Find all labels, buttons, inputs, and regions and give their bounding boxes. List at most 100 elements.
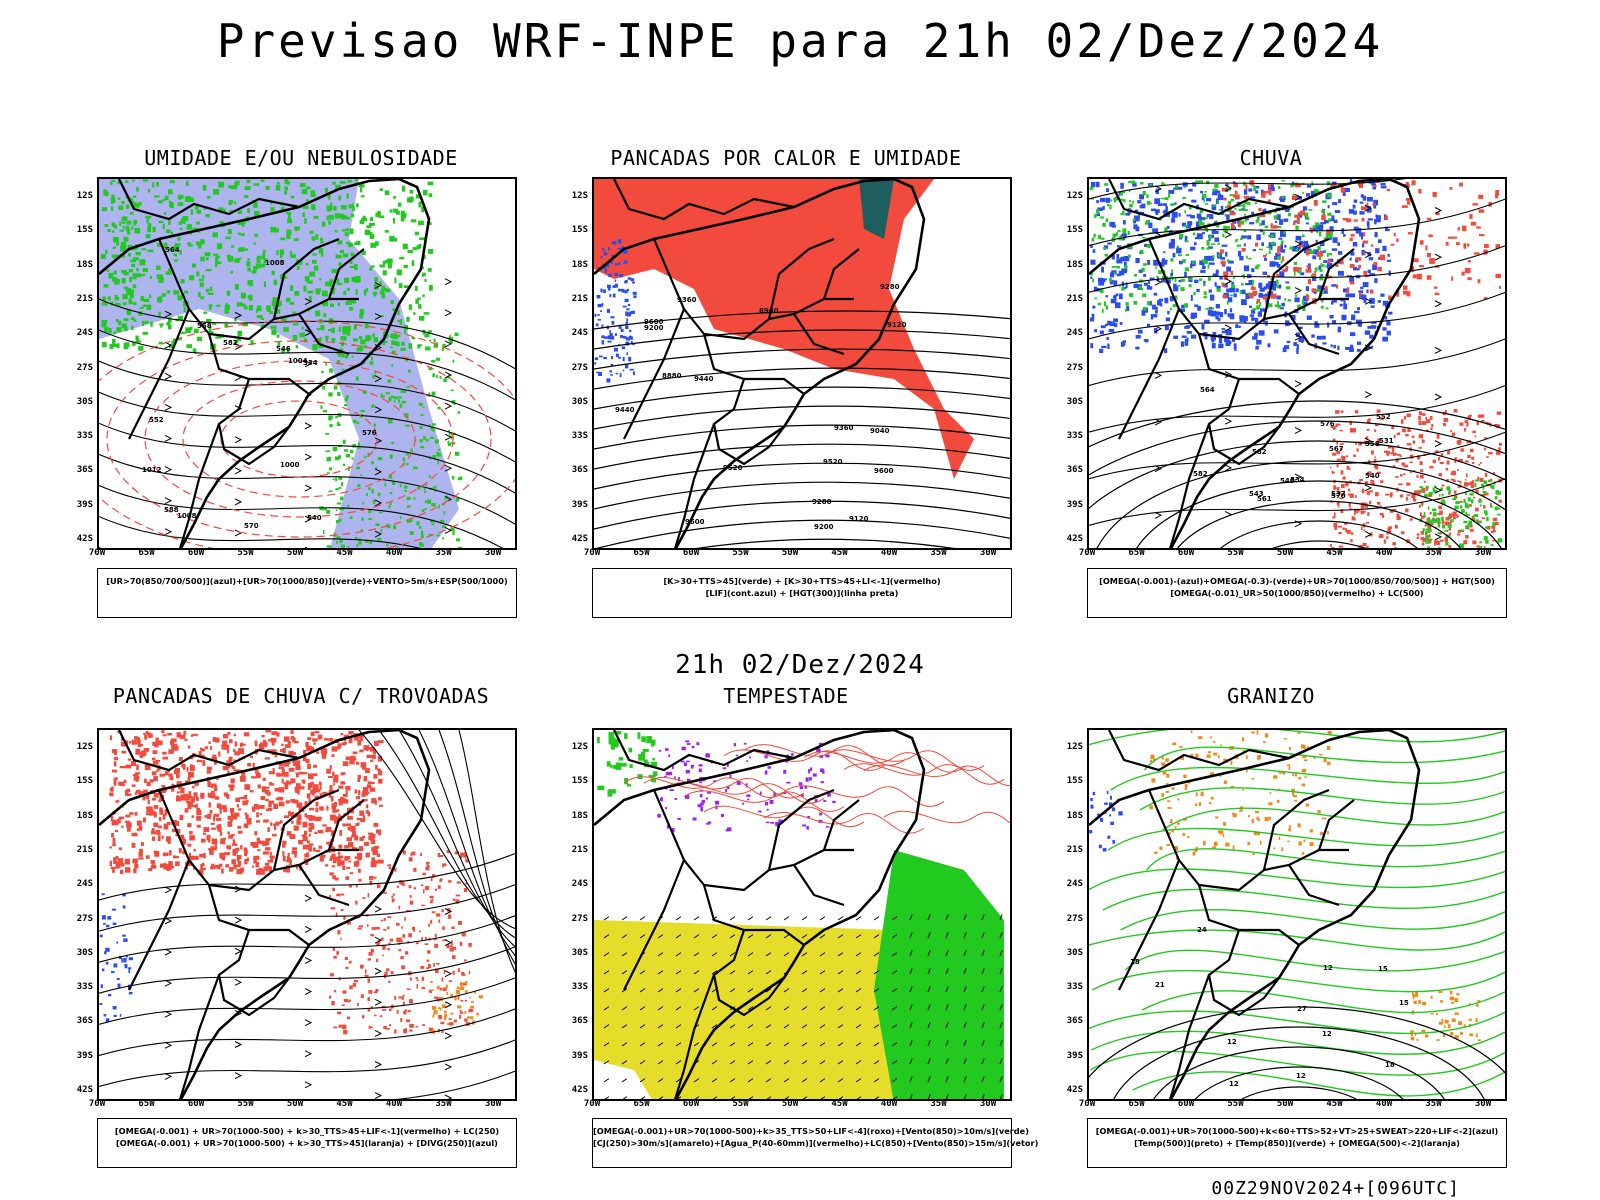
wind-vector <box>675 970 682 975</box>
field-speckle <box>341 215 347 220</box>
field-speckle <box>1405 433 1409 437</box>
field-speckle <box>1375 423 1379 427</box>
height-contour <box>594 386 1010 410</box>
field-speckle <box>349 872 354 875</box>
field-speckle <box>1296 344 1299 349</box>
field-speckle <box>1363 546 1366 548</box>
field-speckle <box>1327 831 1329 835</box>
field-speckle <box>1202 217 1206 221</box>
field-speckle <box>1107 320 1112 326</box>
field-speckle <box>1111 266 1117 268</box>
country-border <box>674 423 716 548</box>
streamline-arrow <box>374 468 383 476</box>
field-speckle <box>176 773 180 779</box>
field-speckle <box>262 249 266 255</box>
field-speckle <box>334 456 339 461</box>
wind-vector <box>603 1006 610 1011</box>
field-speckle <box>1355 228 1362 234</box>
field-speckle <box>371 754 376 759</box>
field-speckle <box>1346 274 1350 278</box>
field-speckle <box>1303 295 1306 300</box>
field-speckle <box>1137 200 1142 204</box>
field-speckle <box>1335 410 1340 414</box>
field-speckle <box>380 528 383 533</box>
streamline <box>438 730 515 965</box>
field-speckle <box>1367 512 1370 516</box>
wind-vector <box>621 970 628 975</box>
field-speckle <box>1403 549 1407 550</box>
field-speckle <box>171 738 177 743</box>
field-speckle <box>246 261 251 267</box>
field-speckle <box>1441 499 1445 502</box>
field-speckle <box>345 756 351 761</box>
wind-vector <box>999 1004 1003 1011</box>
streamline-arrow <box>1364 391 1373 399</box>
field-speckle <box>1222 834 1225 838</box>
field-speckle <box>128 967 132 970</box>
field-speckle <box>1197 305 1201 311</box>
field-speckle <box>1472 496 1476 499</box>
field-speckle <box>326 205 333 211</box>
field-speckle <box>435 968 439 973</box>
field-speckle <box>1463 243 1467 249</box>
field-speckle <box>1327 205 1330 209</box>
field-speckle <box>1331 284 1337 287</box>
field-speckle <box>282 844 286 848</box>
field-speckle <box>1168 193 1171 198</box>
field-speckle <box>184 780 191 783</box>
field-speckle <box>446 850 450 854</box>
field-speckle <box>209 850 214 855</box>
wind-vector <box>783 1078 790 1083</box>
field-speckle <box>318 248 324 254</box>
field-speckle <box>1212 205 1216 207</box>
field-speckle <box>461 932 466 937</box>
field-speckle <box>1113 318 1119 323</box>
field-speckle <box>328 392 333 397</box>
field-speckle <box>1243 243 1246 247</box>
field-speckle <box>202 184 207 191</box>
field-speckle <box>103 1014 107 1017</box>
field-speckle <box>338 1024 342 1028</box>
field-speckle <box>215 304 221 307</box>
field-speckle <box>1319 268 1323 273</box>
field-speckle <box>152 797 157 801</box>
field-speckle <box>166 290 171 294</box>
field-speckle <box>281 318 287 322</box>
field-speckle <box>1278 284 1282 289</box>
streamline-arrow <box>1154 278 1163 286</box>
field-speckle <box>131 200 135 204</box>
field-speckle <box>232 814 237 820</box>
field-speckle <box>1242 203 1246 208</box>
field-speckle <box>340 937 342 940</box>
wind-vector <box>783 1042 790 1047</box>
field-speckle <box>290 811 294 817</box>
field-speckle <box>1109 277 1112 282</box>
field-speckle <box>109 787 113 792</box>
field-speckle <box>1469 528 1474 532</box>
field-speckle <box>121 221 126 224</box>
wind-vector <box>819 970 826 975</box>
contour-line <box>1176 500 1462 548</box>
field-speckle <box>302 205 309 210</box>
field-speckle <box>1358 323 1362 327</box>
field-speckle <box>456 881 461 884</box>
field-speckle <box>213 813 220 817</box>
field-speckle <box>1251 211 1255 217</box>
field-speckle <box>459 855 463 859</box>
field-speckle <box>379 188 383 191</box>
field-speckle <box>319 278 322 281</box>
field-speckle <box>1218 343 1224 349</box>
field-speckle <box>625 311 628 316</box>
field-speckle <box>1491 525 1496 529</box>
field-speckle <box>677 817 681 820</box>
field-speckle <box>333 385 338 390</box>
field-speckle <box>120 863 125 867</box>
field-speckle <box>101 321 106 328</box>
field-speckle <box>1241 235 1247 239</box>
field-speckle <box>187 745 191 749</box>
field-speckle <box>1424 515 1427 518</box>
field-speckle <box>1485 540 1489 544</box>
field-speckle <box>1221 187 1227 192</box>
field-speckle <box>390 971 394 975</box>
field-speckle <box>312 847 316 852</box>
